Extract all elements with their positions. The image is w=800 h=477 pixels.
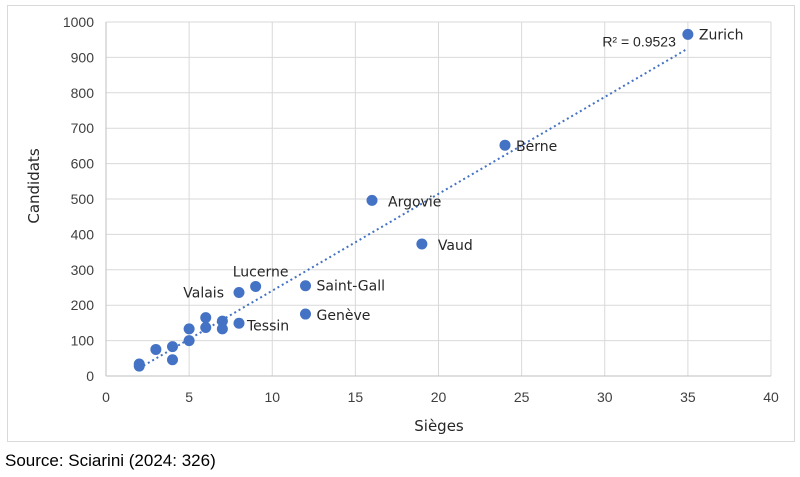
data-point <box>216 323 228 335</box>
data-point <box>167 354 178 366</box>
data-point <box>499 139 511 151</box>
x-tick-label: 40 <box>763 389 779 405</box>
data-point <box>416 238 428 250</box>
x-tick-label: 5 <box>185 389 193 405</box>
point-label: Valais <box>183 285 224 301</box>
source-note: Source: Sciarini (2024: 326) <box>5 451 216 470</box>
y-axis-title: Candidats <box>25 148 43 223</box>
r2-label: R² = 0.9523 <box>602 34 676 50</box>
point-label: Berne <box>516 139 557 155</box>
data-points <box>133 28 694 372</box>
x-tick-label: 35 <box>680 389 696 405</box>
x-tick-label: 20 <box>431 389 447 405</box>
point-label: Argovie <box>388 194 441 210</box>
x-tick-label: 0 <box>102 389 110 405</box>
data-point <box>300 308 311 320</box>
y-tick-label: 0 <box>86 368 94 384</box>
y-tick-label: 800 <box>71 85 95 101</box>
y-tick-label: 1000 <box>63 14 94 30</box>
data-point <box>200 322 212 334</box>
y-tick-label: 100 <box>71 333 95 349</box>
point-label: Lucerne <box>233 264 289 280</box>
y-tick-label: 500 <box>71 191 95 207</box>
y-tick-label: 600 <box>71 156 95 172</box>
data-point <box>682 28 694 40</box>
data-point <box>200 312 212 324</box>
point-label: Genève <box>317 308 371 324</box>
point-labels: Tessin Valais Lucerne Saint-Gall Genève Argov… <box>183 27 743 334</box>
data-point <box>150 343 162 355</box>
y-tick-label: 200 <box>71 297 95 313</box>
data-point <box>250 280 262 292</box>
tick-labels: 0 100 200 300 400 500 600 700 800 900 1000 0 5 10 15 20… <box>63 14 779 405</box>
y-tick-label: 400 <box>71 226 95 242</box>
gridlines <box>106 21 772 376</box>
data-point <box>183 323 195 335</box>
y-tick-label: 700 <box>71 120 95 136</box>
data-point <box>216 315 228 327</box>
axes <box>105 22 771 377</box>
point-label: Tessin <box>246 318 289 334</box>
x-tick-label: 15 <box>348 389 364 405</box>
data-point <box>300 280 311 292</box>
x-tick-label: 25 <box>514 389 530 405</box>
trendline: R² = 0.9523 <box>138 34 689 370</box>
y-tick-label: 900 <box>71 49 95 65</box>
data-point <box>183 335 195 347</box>
x-tick-label: 10 <box>264 389 280 405</box>
data-point <box>233 317 245 329</box>
x-tick-label: 30 <box>597 389 613 405</box>
point-label: Zurich <box>699 27 744 43</box>
data-point <box>233 286 245 298</box>
trendline-line <box>138 47 689 370</box>
y-tick-label: 300 <box>71 262 95 278</box>
x-axis-title: Sièges <box>414 417 464 435</box>
data-point <box>167 341 178 353</box>
data-point <box>133 358 145 370</box>
point-label: Saint-Gall <box>317 279 386 295</box>
point-label: Vaud <box>438 238 473 254</box>
data-point <box>366 194 378 206</box>
